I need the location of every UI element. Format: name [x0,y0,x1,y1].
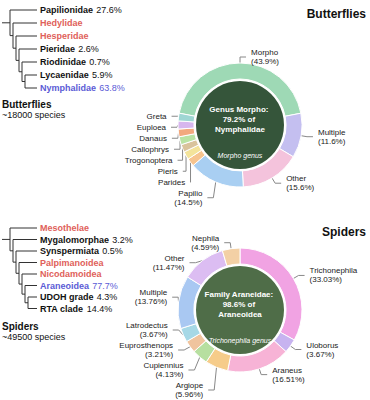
svg-text:~18000 species: ~18000 species [2,110,66,120]
svg-text:Multiple: Multiple [318,128,346,137]
svg-text:Pieridae: Pieridae [40,44,75,54]
svg-text:(33.03%): (33.03%) [310,275,343,284]
svg-text:Euploea: Euploea [137,123,167,132]
svg-text:(3.67%): (3.67%) [140,330,168,339]
svg-text:(16.51%): (16.51%) [272,375,305,384]
svg-text:0.7%: 0.7% [89,57,110,67]
svg-text:~49500 species: ~49500 species [2,332,66,342]
svg-text:63.8%: 63.8% [99,83,125,93]
svg-text:27.6%: 27.6% [96,5,122,15]
svg-text:Nymphalidae: Nymphalidae [40,83,96,93]
svg-text:UDOH grade: UDOH grade [40,292,94,302]
svg-text:Araneoidea: Araneoidea [40,281,90,291]
svg-text:Other: Other [165,254,185,263]
svg-text:Spiders: Spiders [2,321,39,332]
svg-text:RTA clade: RTA clade [40,304,83,314]
svg-text:Argiope: Argiope [176,381,204,390]
svg-text:(14.5%): (14.5%) [174,198,202,207]
svg-text:Synspermiata: Synspermiata [40,246,100,256]
svg-text:Parides: Parides [158,178,185,187]
svg-text:(11.47%): (11.47%) [153,263,185,272]
svg-text:0.5%: 0.5% [102,246,123,256]
svg-text:(4.13%): (4.13%) [155,370,183,379]
svg-text:Hedylidae: Hedylidae [40,18,83,28]
svg-text:Genus Morpho:: Genus Morpho: [209,105,270,114]
svg-text:Papilio: Papilio [178,189,203,198]
svg-text:Butterflies: Butterflies [2,99,52,110]
svg-text:Trogonoptera: Trogonoptera [125,156,173,165]
svg-text:77.7%: 77.7% [92,281,118,291]
svg-text:Riodinidae: Riodinidae [40,57,86,67]
svg-text:Butterflies: Butterflies [307,7,367,21]
svg-text:Morpho: Morpho [251,48,279,57]
svg-text:Danaus: Danaus [139,134,167,143]
svg-text:Family Araneidae:: Family Araneidae: [205,290,276,299]
svg-text:Spiders: Spiders [322,225,366,239]
svg-text:Trichonephila: Trichonephila [310,266,358,275]
svg-text:Araneus: Araneus [272,366,302,375]
svg-text:(3.21%): (3.21%) [145,350,173,359]
svg-text:Trichonephila genus: Trichonephila genus [209,337,272,345]
svg-text:Mesothelae: Mesothelae [40,223,89,233]
svg-text:Hesperidae: Hesperidae [40,31,89,41]
svg-text:4.3%: 4.3% [97,292,118,302]
svg-text:(43.9%): (43.9%) [251,57,279,66]
svg-text:(15.6%): (15.6%) [286,183,314,192]
svg-text:Callophrys: Callophrys [131,145,169,154]
svg-text:79.2% of: 79.2% of [223,115,258,124]
svg-text:Euprosthenops: Euprosthenops [119,341,173,350]
svg-text:5.9%: 5.9% [92,70,113,80]
svg-text:(11.6%): (11.6%) [318,137,346,146]
svg-text:Palpimanoidea: Palpimanoidea [40,258,105,268]
svg-text:(5.96%): (5.96%) [175,390,203,399]
svg-text:(3.67%): (3.67%) [306,350,334,359]
svg-text:Nicodamoidea: Nicodamoidea [40,269,103,279]
svg-text:Nymphalidae: Nymphalidae [215,125,265,134]
svg-text:Araneoidea: Araneoidea [218,310,262,319]
svg-text:Pieris: Pieris [158,167,178,176]
svg-text:2.6%: 2.6% [78,44,99,54]
svg-text:Nephila: Nephila [192,234,220,243]
svg-text:14.4%: 14.4% [87,304,113,314]
svg-text:Uloborus: Uloborus [306,341,338,350]
svg-text:3.2%: 3.2% [112,235,133,245]
svg-text:(4.59%): (4.59%) [191,243,219,252]
svg-text:Multiple: Multiple [140,288,168,297]
svg-text:Latrodectus: Latrodectus [126,321,168,330]
svg-text:Other: Other [286,174,306,183]
svg-text:Morpho genus: Morpho genus [218,152,263,160]
svg-text:Papilionidae: Papilionidae [40,5,93,15]
svg-text:Lycaenidae: Lycaenidae [40,70,89,80]
svg-text:Cupiennius: Cupiennius [143,361,183,370]
svg-text:Mygalomorphae: Mygalomorphae [40,235,109,245]
svg-text:(13.76%): (13.76%) [135,297,168,306]
svg-text:98.6% of: 98.6% of [223,300,258,309]
svg-text:Greta: Greta [147,112,168,121]
